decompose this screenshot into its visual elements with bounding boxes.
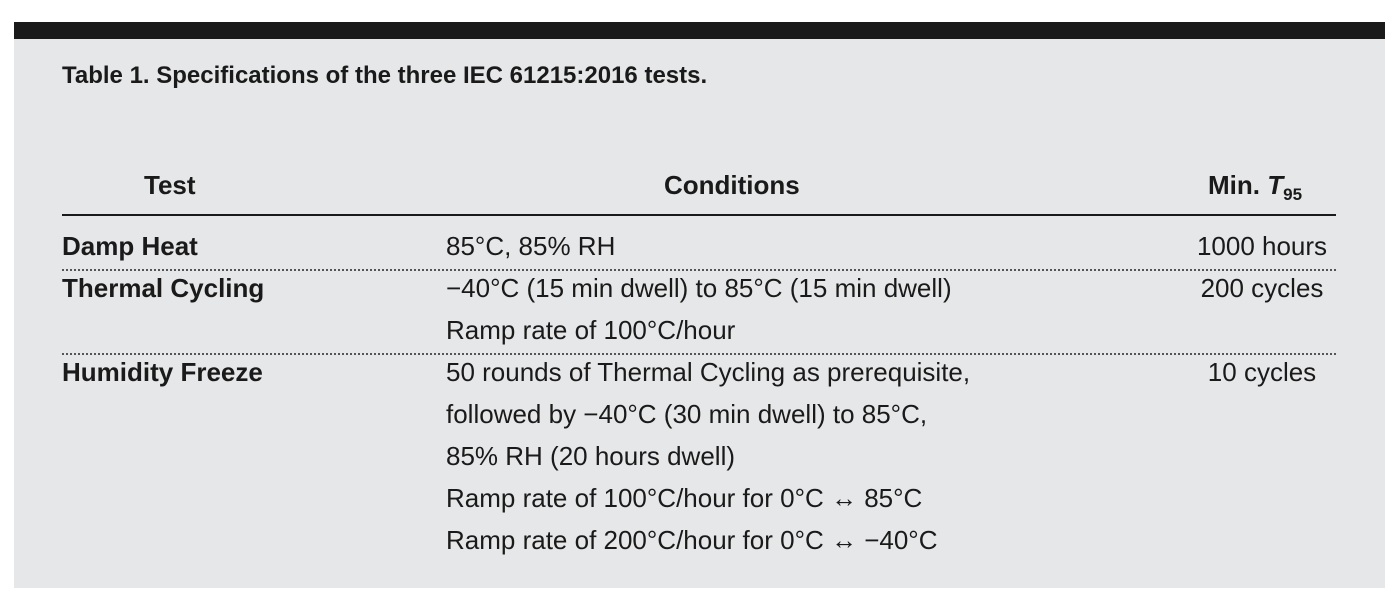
condition-line: 85°C, 85% RH: [446, 231, 616, 261]
header-rule: [62, 214, 1336, 216]
condition-line: followed by −40°C (30 min dwell) to 85°C…: [446, 399, 928, 429]
table-panel: Table 1. Specifications of the three IEC…: [14, 22, 1385, 588]
condition-line: −40°C (15 min dwell) to 85°C (15 min dwe…: [446, 273, 952, 303]
test-name: Damp Heat: [62, 231, 198, 261]
header-min-text: Min.: [1208, 170, 1260, 200]
conditions: 50 rounds of Thermal Cycling as prerequi…: [446, 351, 970, 561]
condition-line: Ramp rate of 100°C/hour: [446, 315, 736, 345]
min-duration: 10 cycles: [1207, 357, 1317, 387]
condition-line: Ramp rate of 200°C/hour for 0°C ↔ −40°C: [446, 525, 938, 555]
row-separator: [62, 353, 1336, 355]
min-duration: 200 cycles: [1200, 273, 1324, 303]
row-separator: [62, 269, 1336, 271]
conditions: 85°C, 85% RH: [446, 225, 615, 267]
header-min-italic: T: [1267, 170, 1284, 200]
header-min: Min. T95: [1208, 170, 1302, 205]
condition-line: Ramp rate of 100°C/hour for 0°C ↔ 85°C: [446, 483, 923, 513]
header-test: Test: [144, 170, 196, 200]
conditions: −40°C (15 min dwell) to 85°C (15 min dwe…: [446, 267, 952, 351]
header-min-subscript: 95: [1283, 185, 1303, 205]
test-name: Humidity Freeze: [62, 357, 263, 387]
top-bar: [14, 22, 1385, 39]
min-duration: 1000 hours: [1196, 231, 1328, 261]
table-title: Table 1. Specifications of the three IEC…: [62, 62, 708, 89]
test-name: Thermal Cycling: [62, 273, 265, 303]
header-conditions: Conditions: [664, 170, 800, 200]
condition-line: 50 rounds of Thermal Cycling as prerequi…: [446, 357, 971, 387]
condition-line: 85% RH (20 hours dwell): [446, 441, 736, 471]
